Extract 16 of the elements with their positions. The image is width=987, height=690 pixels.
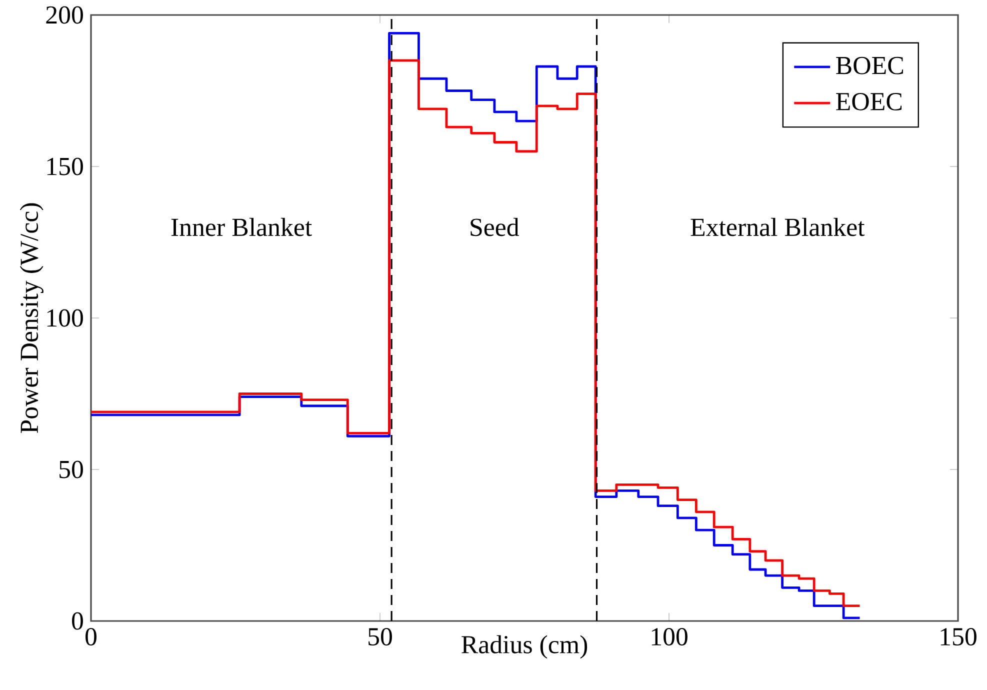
annotation: Seed [470,218,520,236]
x-tick-label: 100 [652,628,688,646]
annotation: External Blanket [690,218,865,236]
x-tick-label: 150 [940,628,976,646]
annotation: Inner Blanket [171,218,312,236]
y-tick-label: 0 [72,612,83,630]
legend-label: EOEC [836,92,902,110]
legend-label: BOEC [836,56,903,74]
y-tick-label: 150 [47,158,83,176]
x-axis-title: Radius (cm) [462,635,588,659]
y-tick-label: 50 [60,460,83,478]
y-tick-label: 200 [46,6,83,24]
x-tick-label: 50 [368,628,392,646]
y-axis-title: Power Density (W/cc) [20,203,44,434]
x-tick-label: 0 [86,628,96,646]
y-tick-label: 100 [47,309,83,327]
